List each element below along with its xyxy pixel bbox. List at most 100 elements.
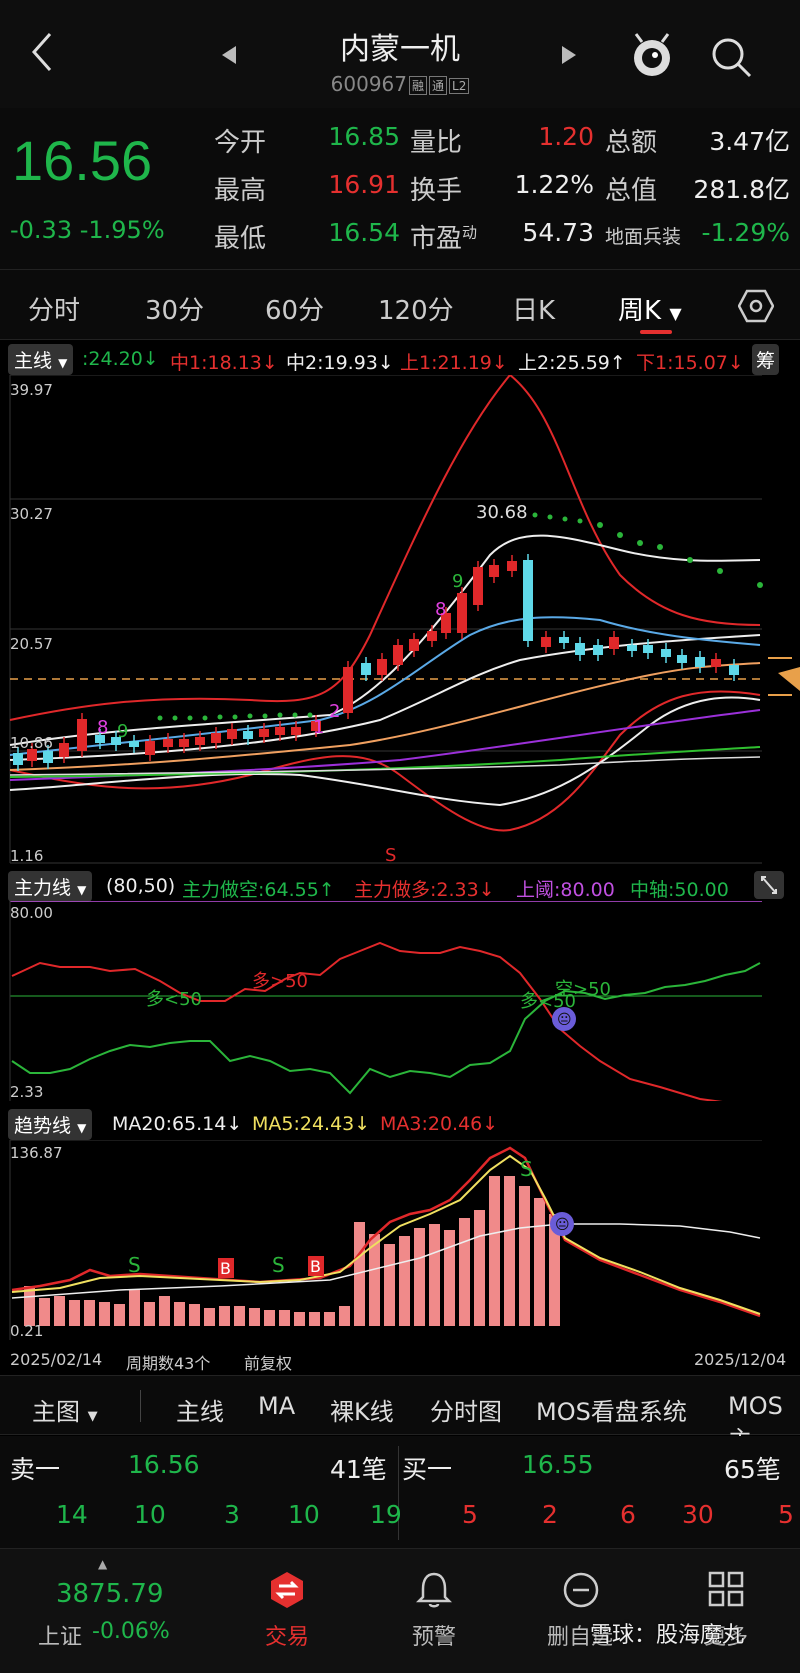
trend-bar <box>99 1302 110 1326</box>
badge-margin: 融 <box>409 76 428 95</box>
menu-mos-system[interactable]: MOS看盘系统 <box>536 1398 687 1426</box>
menu-ma[interactable]: MA <box>258 1392 296 1420</box>
app-header: 内蒙一机 600967 融通 L2 <box>0 0 800 108</box>
order-book: 卖一 16.56 41笔 买一 16.55 65笔 14 10 3 10 19 … <box>0 1436 800 1548</box>
nav-more[interactable]: 更多 <box>703 1625 748 1650</box>
tab-weekly-k[interactable]: 周K ▼ <box>618 290 682 327</box>
book-divider <box>398 1446 399 1540</box>
trend-bar <box>69 1300 80 1326</box>
td-count-8a: 8 <box>435 599 446 620</box>
trend-bar <box>54 1296 65 1326</box>
trend-bar <box>459 1218 470 1326</box>
badge-connect: 通 <box>429 76 448 95</box>
settings-hexagon-icon[interactable] <box>737 288 775 328</box>
candle-body <box>291 727 301 735</box>
label-pe-text: 市盈 <box>410 224 463 254</box>
value-open: 16.85 <box>328 122 400 151</box>
nav-remove-watchlist[interactable]: 删自选 <box>546 1625 613 1650</box>
trend-bar <box>489 1176 500 1326</box>
prev-stock-icon[interactable] <box>222 46 236 68</box>
candle-body <box>227 729 237 739</box>
search-icon[interactable] <box>710 36 754 84</box>
trend-bar <box>189 1304 200 1326</box>
candle-body <box>427 631 437 641</box>
candle-body <box>275 727 285 735</box>
index-value[interactable]: 3875.79 <box>56 1579 164 1609</box>
upper1-value: 上1:21.19↓ <box>400 352 508 374</box>
svg-text:😐: 😐 <box>557 1012 572 1028</box>
value-volume-ratio: 1.20 <box>538 122 594 151</box>
sub1-params: (80,50) <box>106 875 176 897</box>
next-stock-icon[interactable] <box>562 46 576 68</box>
mascot-icon[interactable] <box>628 32 676 84</box>
buy-tick: 2 <box>542 1500 558 1529</box>
trend-bar <box>354 1222 365 1326</box>
candle-body <box>523 560 533 641</box>
trend-bar <box>24 1286 35 1326</box>
tab-120min[interactable]: 120分 <box>378 296 454 326</box>
current-price: 16.56 <box>12 129 153 192</box>
td-count-8b: 8 <box>97 717 108 738</box>
label-pe-sup: 动 <box>462 223 478 242</box>
sell1-price: 16.56 <box>128 1450 200 1479</box>
menu-divider <box>140 1390 141 1422</box>
back-icon[interactable] <box>28 30 56 78</box>
tab-60min[interactable]: 60分 <box>265 296 325 326</box>
buy-tick: 5 <box>778 1500 794 1529</box>
sub2-ma20: MA20:65.14↓ <box>112 1113 243 1135</box>
trade-icon[interactable] <box>268 1571 306 1613</box>
tab-weekly-k-label: 周K <box>618 296 662 326</box>
remove-circle-icon[interactable] <box>562 1571 600 1613</box>
upper2-value: 上2:25.59↑ <box>518 352 626 374</box>
nav-trade[interactable]: 交易 <box>264 1625 309 1650</box>
chart-menu-row: 主图 ▼ 主线 MA 裸K线 分时图 MOS看盘系统 MOS主 <box>0 1375 800 1454</box>
bell-icon[interactable] <box>415 1571 453 1613</box>
buy1-count: 65笔 <box>724 1455 781 1484</box>
tab-30min[interactable]: 30分 <box>145 296 205 326</box>
menu-main-line[interactable]: 主线 <box>176 1398 224 1426</box>
quote-panel: 16.56 -0.33 -1.95% 今开 16.85 量比 1.20 总额 3… <box>0 108 800 270</box>
sub2-chart-svg: 😐 S B S B S 136.87 0.21 <box>9 1140 762 1340</box>
sub1-indicator-name: 主力线 <box>14 877 72 899</box>
trend-bar <box>294 1312 305 1326</box>
caret-up-icon: ▲ <box>98 1557 108 1571</box>
trend-bar <box>234 1306 245 1326</box>
sector-name[interactable]: 地面兵装 <box>605 226 682 248</box>
trend-sell-c: S <box>520 1157 533 1181</box>
grid-more-icon[interactable] <box>708 1571 744 1611</box>
chip-distribution-button[interactable]: 筹 <box>752 344 780 375</box>
chart-end-date: 2025/12/04 <box>694 1350 787 1369</box>
candle-body <box>211 733 221 743</box>
menu-timeshare[interactable]: 分时图 <box>430 1398 502 1426</box>
trend-bar <box>339 1306 350 1326</box>
sub2-ma3: MA3:20.46↓ <box>380 1113 499 1135</box>
nav-alert[interactable]: 预警 <box>411 1625 456 1650</box>
label-open: 今开 <box>214 128 267 158</box>
td-count-9a: 9 <box>452 571 463 592</box>
lower1-value: 下1:15.07↓ <box>636 352 744 374</box>
menu-bare-k[interactable]: 裸K线 <box>330 1398 394 1426</box>
trend-bar <box>39 1298 50 1326</box>
trend-sell-a: S <box>128 1253 141 1277</box>
expand-icon[interactable] <box>754 871 784 899</box>
sell-tick: 14 <box>56 1500 88 1529</box>
main-chart-select[interactable]: 主图 ▼ <box>32 1392 98 1427</box>
trend-bar <box>114 1304 125 1326</box>
sub2-indicator-select[interactable]: 趋势线 ▼ <box>8 1109 93 1140</box>
candle-body <box>661 649 671 657</box>
candle-body <box>489 565 499 577</box>
candle-body <box>711 659 721 667</box>
kline-chart-area[interactable]: 主线 ▼ :24.20↓ 中1:18.13↓ 中2:19.93↓ 上1:21.1… <box>0 340 800 1375</box>
main-line-value: :24.20↓ <box>82 348 159 370</box>
trend-bar <box>534 1198 545 1326</box>
main-indicator-select[interactable]: 主线 ▼ <box>8 344 74 375</box>
tab-timeshare[interactable]: 分时 <box>28 296 81 326</box>
sub1-indicator-select[interactable]: 主力线 ▼ <box>8 871 93 902</box>
candle-body <box>393 645 403 665</box>
index-change: -0.06% <box>92 1619 170 1644</box>
trend-bar <box>219 1306 230 1326</box>
sub1-y-bottom: 2.33 <box>10 1083 43 1101</box>
tab-daily-k[interactable]: 日K <box>512 296 556 326</box>
trend-bar <box>144 1302 155 1326</box>
trend-bar <box>384 1244 395 1326</box>
